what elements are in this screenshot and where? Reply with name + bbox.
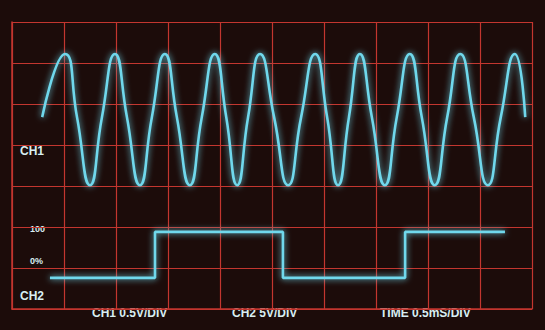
svg-text:100: 100 [30,224,45,234]
svg-text:CH2 5V/DIV: CH2 5V/DIV [232,306,297,320]
svg-text:CH1: CH1 [20,144,44,158]
svg-text:0%: 0% [30,256,43,266]
svg-text:CH1 0.5V/DIV: CH1 0.5V/DIV [92,306,167,320]
svg-text:TIME 0.5mS/DIV: TIME 0.5mS/DIV [380,306,471,320]
svg-text:CH2: CH2 [20,289,44,303]
